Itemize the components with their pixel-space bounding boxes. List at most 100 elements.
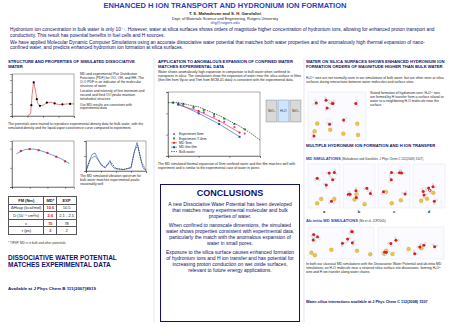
table-cell: ΔHvap (kcal/mol) <box>9 204 44 212</box>
series-line <box>86 143 146 172</box>
molecule-figure <box>343 164 375 208</box>
tick-mark <box>59 116 60 118</box>
hydrogen-atom <box>429 189 431 191</box>
data-point <box>36 98 38 100</box>
hydrogen-atom <box>315 240 317 242</box>
x-axis <box>169 156 261 158</box>
data-point <box>20 150 22 152</box>
hydrogen-atom <box>312 133 314 135</box>
column-divider <box>304 58 305 322</box>
tick <box>10 187 12 188</box>
series-line <box>16 149 69 164</box>
hydrogen-atom <box>334 178 336 180</box>
conclusions-list: A new Dissociative Water Potential has b… <box>165 202 295 277</box>
oxygen-atom <box>389 242 392 245</box>
panel-label: a <box>308 210 340 215</box>
tick <box>146 171 147 173</box>
hydrogen-atom <box>334 169 336 171</box>
plot-area <box>16 148 69 164</box>
hydrogen-atom <box>389 177 391 179</box>
silicon-atom <box>354 192 358 196</box>
silicon-atom <box>425 197 429 201</box>
schematic-box <box>290 100 301 122</box>
body-text: The potentials were trained to reproduce… <box>8 123 148 131</box>
data-point <box>69 103 71 105</box>
paragraph: Our MD results are consistent with exper… <box>80 104 148 112</box>
citation: (Mo et al. JCP2005) <box>359 219 386 223</box>
figure-text: Stated formation of hydronium ions: H₃O⁺… <box>370 92 445 108</box>
oxygen-atom <box>422 193 425 196</box>
hydrogen-atom <box>367 190 369 192</box>
hydrogen-atom <box>318 179 320 181</box>
hydrogen-atom <box>329 175 331 177</box>
tick <box>84 156 86 157</box>
table-cell: 2 <box>44 227 57 235</box>
schematic-box <box>278 100 289 122</box>
oxygen-atom <box>351 241 354 244</box>
axis-line <box>84 142 87 172</box>
table-cell: 10.5 <box>57 204 77 212</box>
data-point <box>33 81 35 83</box>
tick <box>10 92 12 93</box>
tick-mark <box>10 168 12 169</box>
oxygen-atom <box>315 101 318 104</box>
oxygen-atom <box>355 196 358 199</box>
legend-label: Bulk water <box>179 150 196 154</box>
oxygen-atom <box>369 192 372 195</box>
x-axis <box>87 171 147 173</box>
hydrogen-atom <box>330 102 332 104</box>
table-header: MD* <box>44 197 57 205</box>
table-cell: 2.6 <box>44 212 57 220</box>
hydrogen-atom <box>416 253 418 255</box>
hydrogen-atom <box>352 244 354 246</box>
oxygen-atom <box>365 187 368 190</box>
tick-mark <box>10 92 12 93</box>
molecule-figure <box>308 164 340 208</box>
subheading-title: MD SIMULATIONS <box>306 156 341 161</box>
hydrogen-atom <box>385 254 387 256</box>
oxygen-atom <box>422 244 425 247</box>
hydrogen-atom <box>314 179 316 181</box>
section-heading: APPLICATION TO ANOMALOUS EXPANSION OF CO… <box>158 60 302 70</box>
hydrogen-atom <box>434 203 436 205</box>
data-point <box>192 107 194 109</box>
schematic-box <box>266 100 277 122</box>
property-table: FM (Nm)MD*EXPΔHvap (kcal/mol)10.610.5D (… <box>8 196 77 235</box>
hydrogen-atom <box>331 122 333 124</box>
hydrogen-atom <box>347 241 349 243</box>
footnote: * TIP4P, MD is in bulk and other potenti… <box>8 242 148 246</box>
schematic-label: SiO₂ <box>268 109 276 113</box>
table-cell: 78 <box>57 219 77 227</box>
hydrogen-atom <box>323 183 325 185</box>
tick <box>131 171 132 173</box>
hydrogen-atom <box>399 169 401 171</box>
data-point <box>177 104 179 106</box>
data-point <box>54 102 56 104</box>
oxygen-atom <box>316 235 319 238</box>
hydrogen-atom <box>426 194 428 196</box>
tick <box>101 171 102 173</box>
table-row: ΔHvap (kcal/mol)10.610.5 <box>9 204 77 212</box>
tick <box>74 116 75 118</box>
tick-mark <box>10 80 12 81</box>
oxygen-atom <box>351 230 354 233</box>
oxygen-atom <box>325 184 328 187</box>
tick-mark <box>166 92 168 93</box>
tick-mark <box>28 116 29 118</box>
tick-mark <box>166 113 168 114</box>
hydrogen-atom <box>421 243 423 245</box>
panel-label: b <box>343 210 375 215</box>
silicon-atom <box>341 132 345 136</box>
hydrogen-atom <box>327 122 329 124</box>
silicon-atom <box>419 199 423 203</box>
tick <box>84 141 86 142</box>
legend-swatch <box>171 147 177 148</box>
plot-area <box>86 143 146 172</box>
hydrogen-atom <box>325 109 327 111</box>
email: shg@rutgers.edu <box>10 21 440 25</box>
legend-swatch <box>173 137 175 139</box>
figure-frame <box>308 227 374 259</box>
hydrogen-atom <box>329 108 331 110</box>
tick-mark <box>84 171 86 172</box>
data-point <box>30 104 32 106</box>
